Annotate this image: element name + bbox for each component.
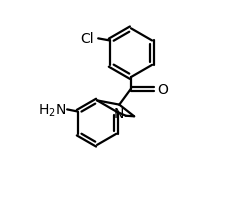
Text: O: O xyxy=(156,82,167,96)
Text: N: N xyxy=(114,106,124,120)
Text: Cl: Cl xyxy=(80,32,94,46)
Text: H$_2$N: H$_2$N xyxy=(38,102,66,118)
